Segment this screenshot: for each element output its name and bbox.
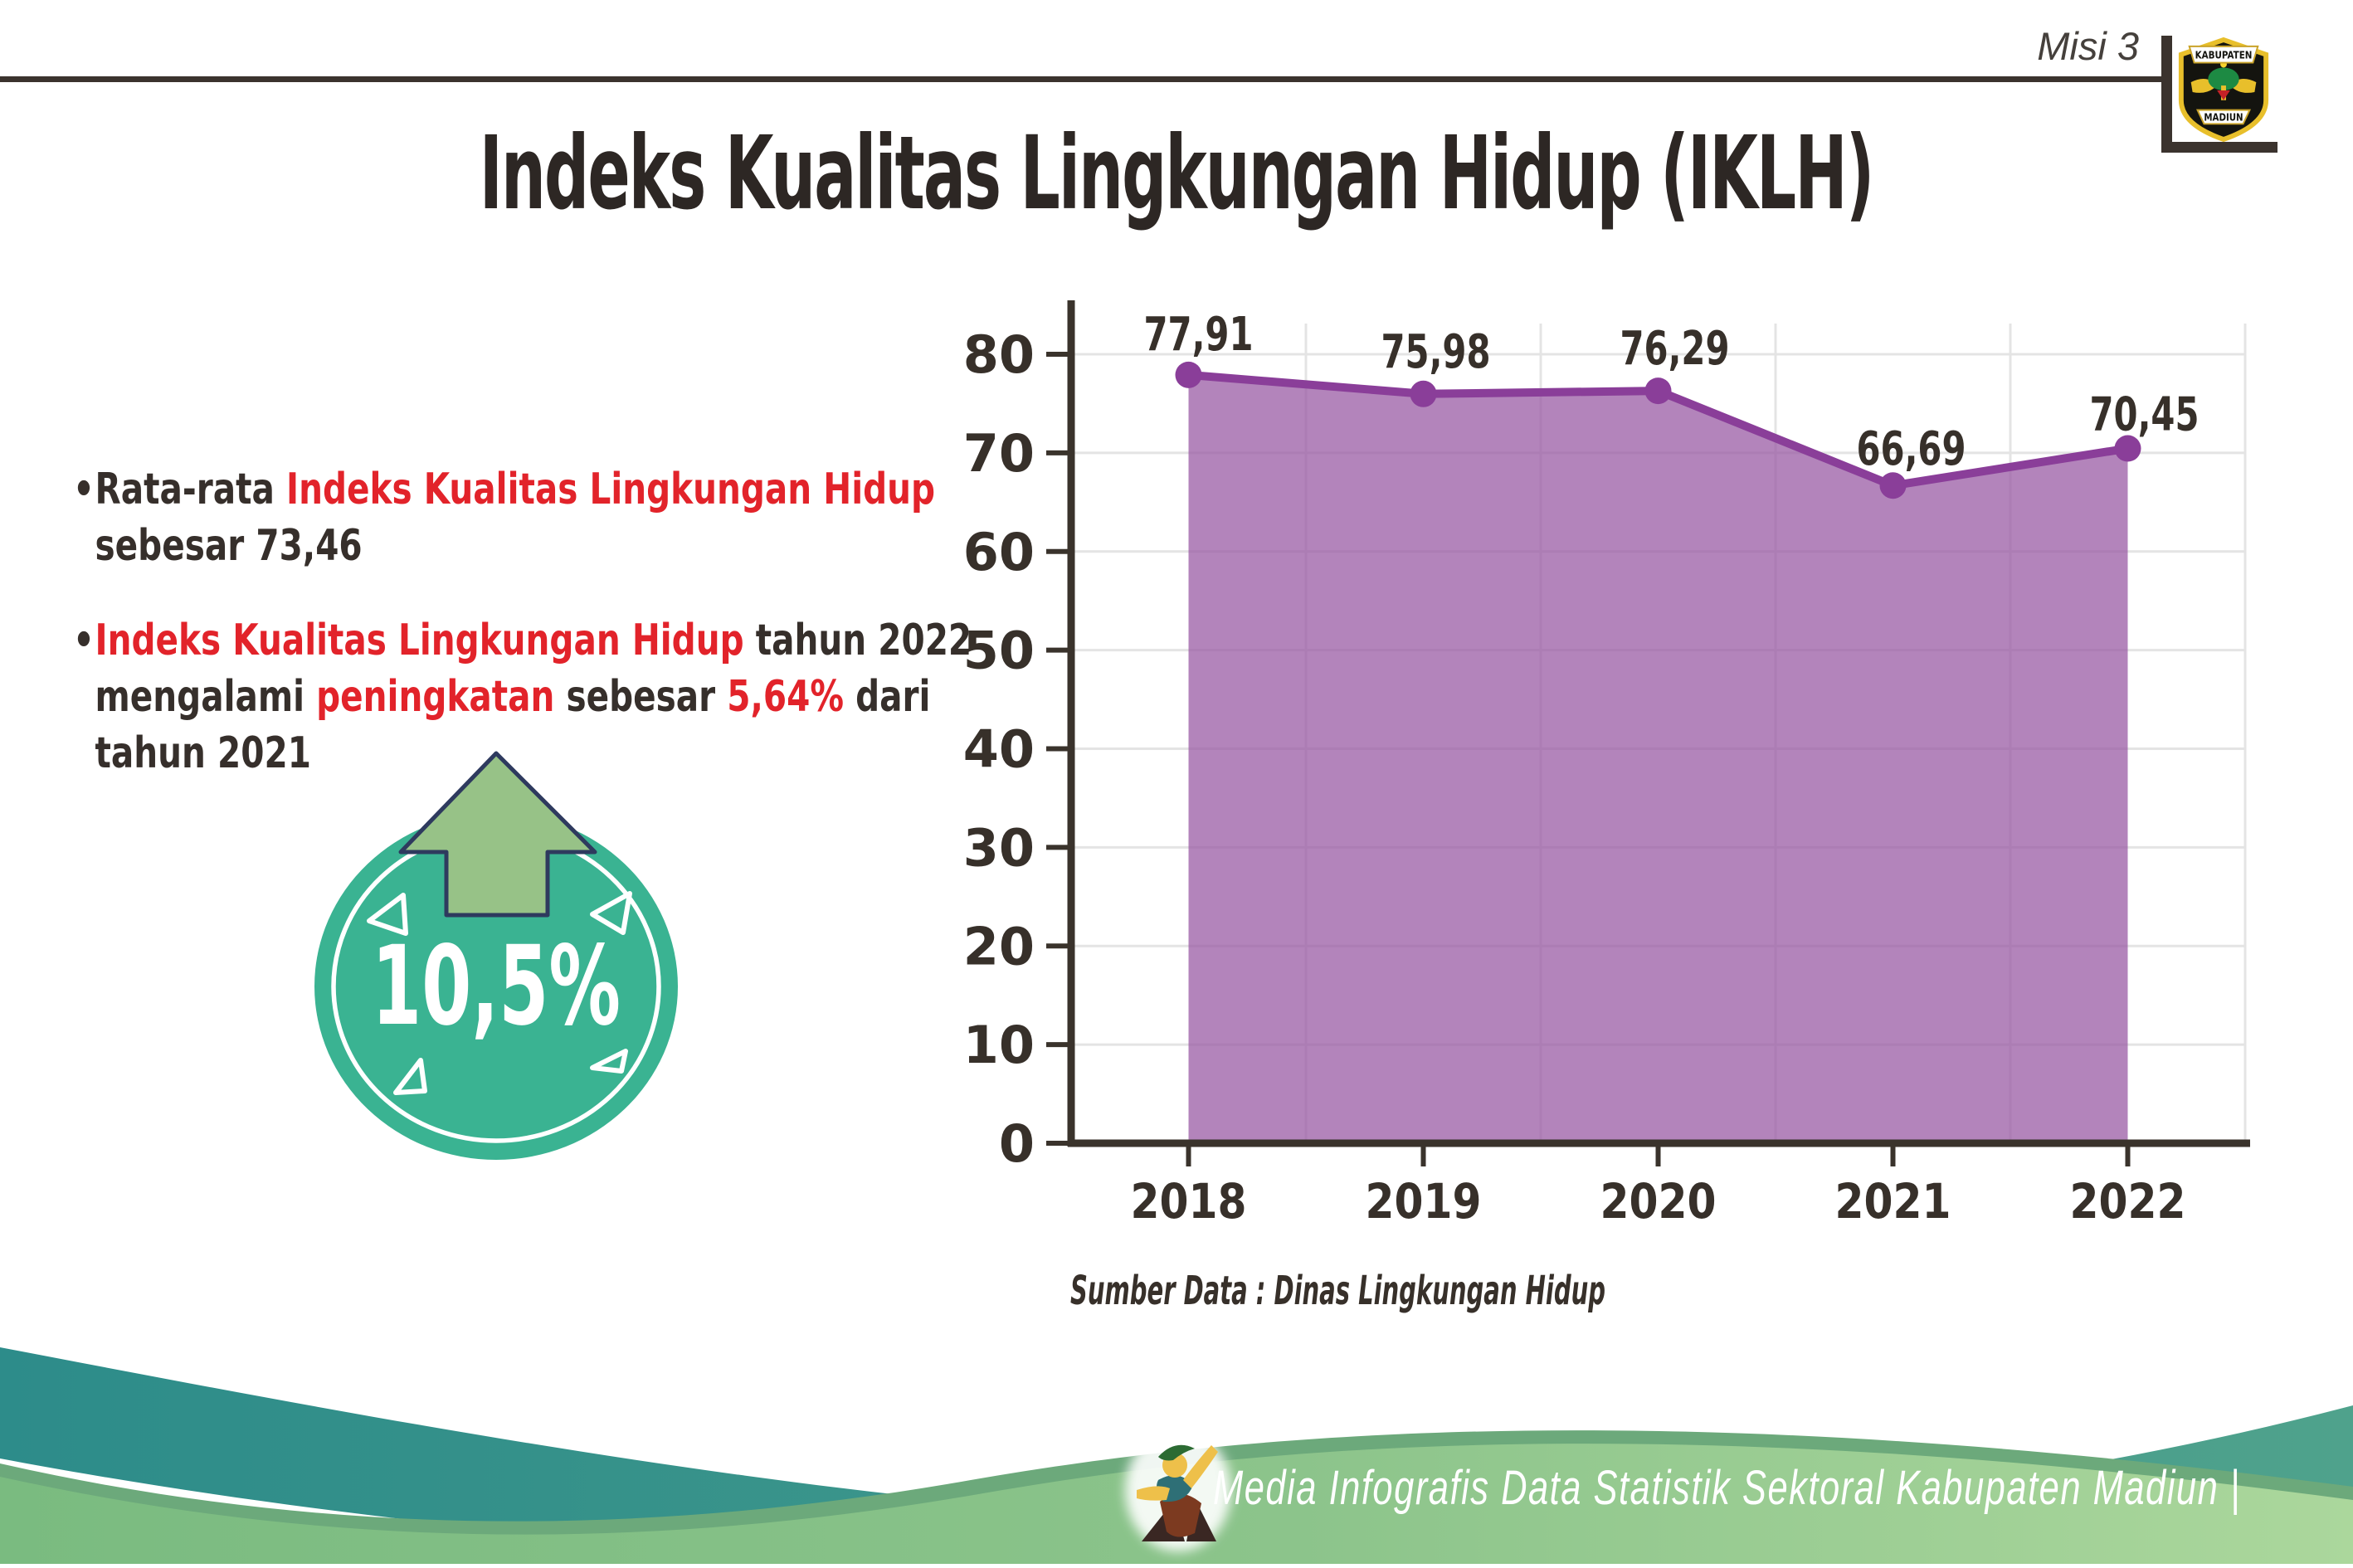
bullet-text-segment: peningkatan [316,672,555,722]
bullet-item-2: • Indeks Kualitas Lingkungan Hidup tahun … [73,612,979,782]
kabupaten-madiun-logo: KABUPATEN MADIUN [2178,37,2269,143]
logo-banner-bottom [2195,109,2252,125]
badge-tick-upper-right [590,891,632,935]
y-axis-label: 50 [963,621,1035,681]
logo-banner-top-text: KABUPATEN [2195,50,2253,62]
footer-bottom-strip [0,1564,2353,1568]
y-axis-label: 0 [999,1113,1035,1174]
data-point-2022 [2114,435,2141,462]
chart-source-note: Sumber Data : Dinas Lingkungan Hidup [1070,1268,1605,1314]
data-label-2019: 75,98 [1381,325,1491,379]
logo-banner-bottom-text: MADIUN [2204,111,2243,124]
badge-tick-lower-right [590,1049,628,1074]
data-point-2018 [1175,361,1202,388]
data-point-2019 [1410,380,1437,407]
y-axis-label: 30 [963,817,1035,878]
y-axis-label: 40 [963,719,1035,780]
x-axis-label: 2020 [1600,1173,1717,1230]
up-arrow-icon [398,751,597,918]
footer-wave [0,1347,2353,1568]
page-title-text: Indeks Kualitas Lingkungan Hidup (IKLH) [480,114,1875,232]
summary-bullets: • Rata-rata Indeks Kualitas Lingkungan Hi… [73,461,979,820]
bullet-text-segment: Rata-rata [95,465,286,514]
header-rule [0,76,2167,82]
bullet-text-segment: sebesar 73,46 [95,521,363,571]
y-axis-label: 70 [963,423,1035,484]
logo-bracket-vertical [2161,36,2172,153]
bullet-dot: • [73,616,95,665]
x-axis-label: 2019 [1366,1173,1482,1230]
data-point-2020 [1644,377,1672,405]
badge-tick-lower-left [393,1058,427,1095]
bullet-text-segment: dari tahun 2021 [95,672,931,778]
mascot-icon [1125,1429,1231,1551]
footer-credit: Media Infografis Data Statistik Sektoral… [1213,1461,2241,1515]
badge-value: 10,5% [372,923,621,1050]
logo-tree [2208,67,2239,90]
x-axis-label: 2021 [1835,1173,1951,1230]
data-point-2021 [1879,472,1907,499]
logo-red-accent [2217,90,2230,100]
bullet-text-segment: tahun 2022 mengalami [95,616,972,722]
logo-banner-top [2188,45,2259,64]
data-label-2020: 76,29 [1620,322,1730,376]
bullet-text-segment: 5,64% [727,672,845,722]
logo-bracket-horizontal [2161,142,2277,153]
bullet-item-1: • Rata-rata Indeks Kualitas Lingkungan Hi… [73,461,979,574]
y-axis-label: 20 [963,916,1035,976]
y-axis-label: 80 [963,324,1035,385]
iklh-area-chart: 80 70 60 50 40 30 20 10 0 2018 2019 2020 2021 2022 77,… [963,300,2250,1314]
badge-tick-upper-left [367,893,408,936]
bullet-dot: • [73,465,95,514]
data-label-2021: 66,69 [1857,422,1966,476]
mission-label: Misi 3 [2037,24,2139,68]
data-label-2018: 77,91 [1144,308,1254,362]
data-label-2022: 70,45 [2090,388,2200,442]
bullet-text-segment: sebesar [554,672,728,722]
x-axis-label: 2018 [1131,1173,1247,1230]
bullet-text-segment: Indeks Kualitas Lingkungan Hidup [285,465,936,514]
y-axis-label: 10 [963,1015,1035,1075]
page-title: Indeks Kualitas Lingkungan Hidup (IKLH) [0,114,2353,232]
x-axis-label: 2022 [2070,1173,2186,1230]
area-fill [1188,374,2128,1144]
y-axis-label: 60 [963,522,1035,582]
increase-badge: 10,5% [314,751,678,1160]
bullet-text-segment: Indeks Kualitas Lingkungan Hidup [95,616,744,665]
